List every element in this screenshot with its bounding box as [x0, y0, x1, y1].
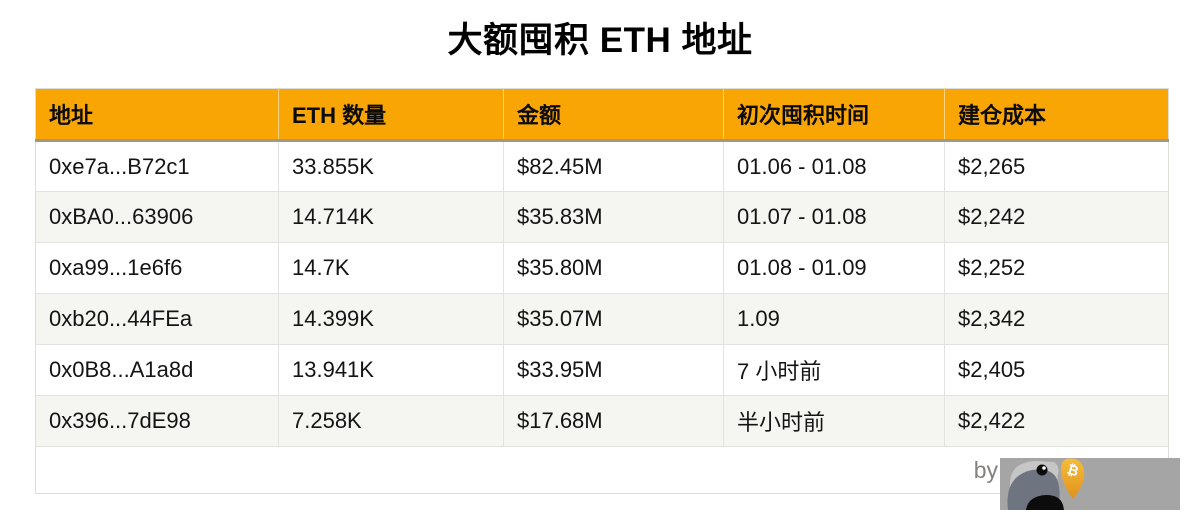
cost-basis-cell: $2,242 [944, 191, 1169, 243]
column-header-0: 地址 [35, 88, 279, 142]
first-accumulation-time-cell: 01.08 - 01.09 [723, 242, 945, 294]
first-accumulation-time-cell: 01.06 - 01.08 [723, 140, 945, 192]
usd-value-cell: $33.95M [503, 344, 724, 396]
page-title: 大额囤积 ETH 地址 [447, 21, 753, 60]
column-header-3: 初次囤积时间 [723, 88, 945, 142]
cost-basis-cell: $2,405 [944, 344, 1169, 396]
table-row: 0x396...7dE98 7.258K $17.68M 半小时前 $2,422 [35, 395, 1169, 447]
eth-amount-cell: 7.258K [278, 395, 504, 447]
first-accumulation-time-cell: 1.09 [723, 293, 945, 345]
bird-bitcoin-icon: ₿ [1000, 458, 1180, 510]
byline-text: by [973, 456, 998, 483]
footer-row: by [35, 446, 1169, 494]
footer-cell: by [35, 446, 1169, 494]
first-accumulation-time-cell: 半小时前 [723, 395, 945, 447]
eth-amount-cell: 14.399K [278, 293, 504, 345]
watermark-logo: ₿ [1000, 458, 1180, 510]
table-row: 0xe7a...B72c1 33.855K $82.45M 01.06 - 01.08… [35, 140, 1169, 192]
table-row: 0x0B8...A1a8d 13.941K $33.95M 7 小时前 $2,405 [35, 344, 1169, 396]
address-cell: 0x396...7dE98 [35, 395, 279, 447]
cost-basis-cell: $2,422 [944, 395, 1169, 447]
column-header-2: 金额 [503, 88, 724, 142]
table-body: 0xe7a...B72c1 33.855K $82.45M 01.06 - 01.08… [35, 140, 1169, 447]
table-row: 0xb20...44FEa 14.399K $35.07M 1.09 $2,342 [35, 293, 1169, 345]
address-cell: 0xb20...44FEa [35, 293, 279, 345]
column-header-1: ETH 数量 [278, 88, 504, 142]
column-header-4: 建仓成本 [944, 88, 1169, 142]
address-cell: 0xe7a...B72c1 [35, 140, 279, 192]
table-row: 0xa99...1e6f6 14.7K $35.80M 01.08 - 01.09 $2… [35, 242, 1169, 294]
eth-amount-cell: 14.7K [278, 242, 504, 294]
first-accumulation-time-cell: 7 小时前 [723, 344, 945, 396]
table-header: 地址 ETH 数量 金额 初次囤积时间 建仓成本 [35, 88, 1169, 142]
bitcoin-symbol: ₿ [1065, 461, 1081, 480]
usd-value-cell: $35.83M [503, 191, 724, 243]
first-accumulation-time-cell: 01.07 - 01.08 [723, 191, 945, 243]
eth-holdings-table: 地址 ETH 数量 金额 初次囤积时间 建仓成本 0xe7a...B72c1 33.855… [35, 88, 1169, 494]
usd-value-cell: $35.80M [503, 242, 724, 294]
usd-value-cell: $35.07M [503, 293, 724, 345]
usd-value-cell: $17.68M [503, 395, 724, 447]
cost-basis-cell: $2,342 [944, 293, 1169, 345]
cost-basis-cell: $2,252 [944, 242, 1169, 294]
address-cell: 0x0B8...A1a8d [35, 344, 279, 396]
address-cell: 0xa99...1e6f6 [35, 242, 279, 294]
table-row: 0xBA0...63906 14.714K $35.83M 01.07 - 01.08… [35, 191, 1169, 243]
cost-basis-cell: $2,265 [944, 140, 1169, 192]
table-footer: by [35, 446, 1169, 494]
address-cell: 0xBA0...63906 [35, 191, 279, 243]
eth-amount-cell: 13.941K [278, 344, 504, 396]
header-row: 地址 ETH 数量 金额 初次囤积时间 建仓成本 [35, 88, 1169, 142]
eth-amount-cell: 14.714K [278, 191, 504, 243]
eth-amount-cell: 33.855K [278, 140, 504, 192]
usd-value-cell: $82.45M [503, 140, 724, 192]
